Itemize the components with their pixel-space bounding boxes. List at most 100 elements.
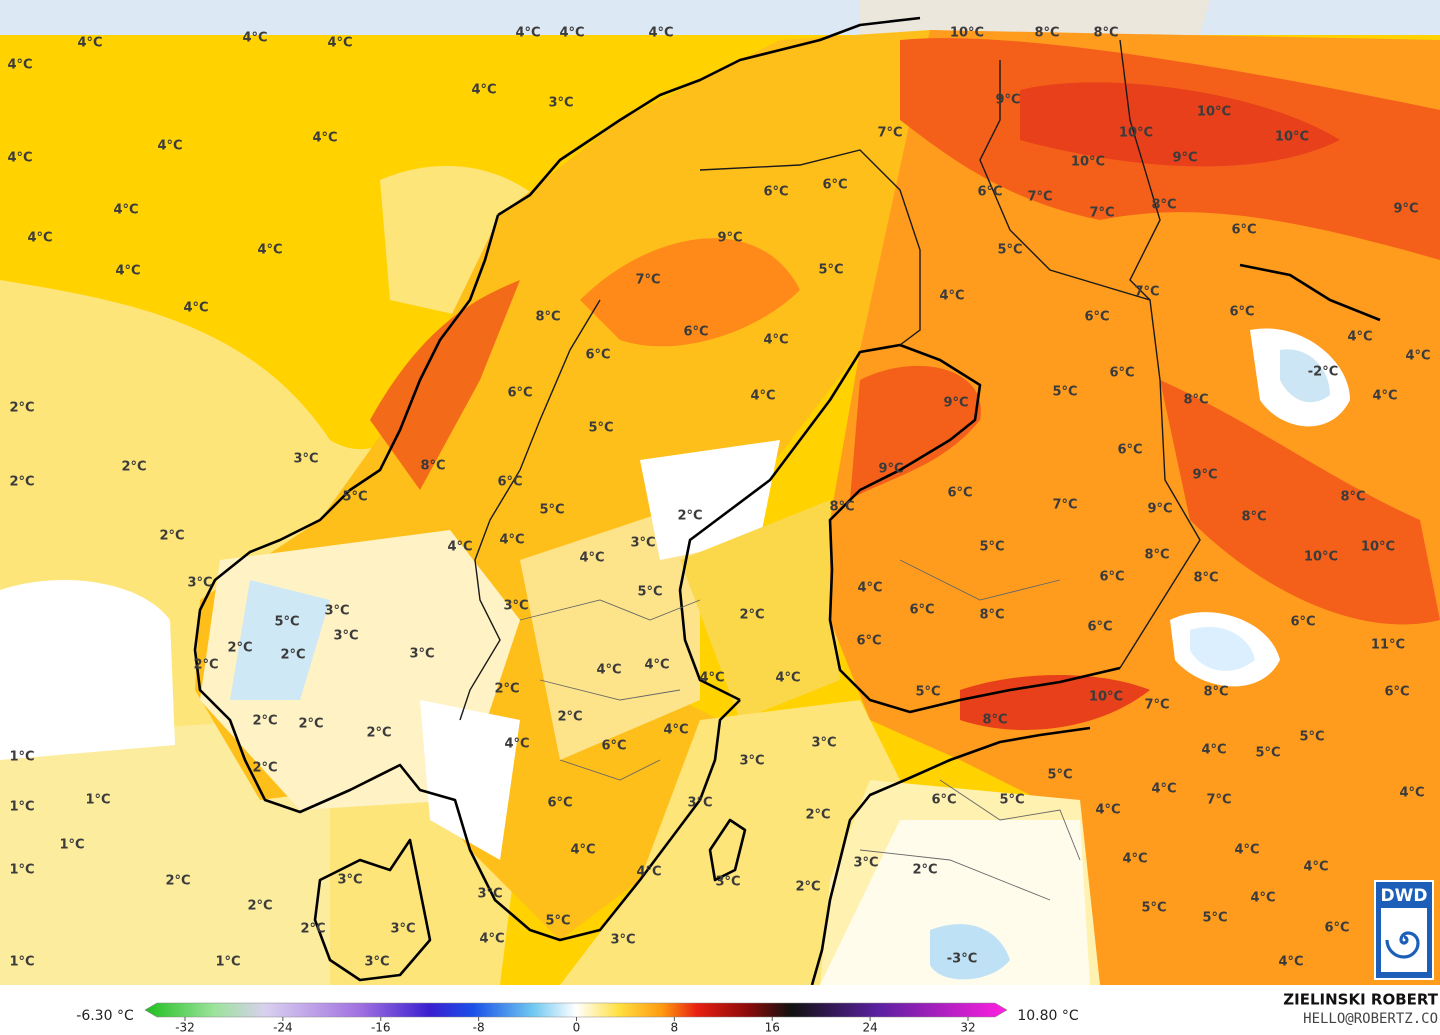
- temperature-label: 9°C: [1172, 151, 1197, 166]
- temperature-label: 5°C: [1202, 911, 1227, 926]
- temperature-label: 6°C: [1087, 620, 1112, 635]
- temperature-label: 3°C: [610, 933, 635, 948]
- colorbar-tick-label: 16: [765, 1021, 780, 1035]
- temperature-label: 5°C: [637, 585, 662, 600]
- temperature-label: 4°C: [115, 264, 140, 279]
- temperature-label: 4°C: [113, 203, 138, 218]
- temperature-label: 4°C: [257, 243, 282, 258]
- temperature-label: 8°C: [1340, 490, 1365, 505]
- temperature-label: 7°C: [1052, 498, 1077, 513]
- colorbar-tick-label: -24: [273, 1021, 293, 1035]
- temperature-label: 3°C: [739, 754, 764, 769]
- temperature-label: 4°C: [447, 540, 472, 555]
- temperature-label: 8°C: [1144, 548, 1169, 563]
- temperature-label: 3°C: [811, 736, 836, 751]
- temperature-labels: 4°C 4°C 4°C 4°C 4°C 4°C 4°C 4°C 3°C 4°C 4°C 4°C 4°C 4…: [7, 26, 1430, 970]
- temperature-label: 6°C: [822, 178, 847, 193]
- temperature-label: 4°C: [644, 658, 669, 673]
- temperature-label: 4°C: [1122, 852, 1147, 867]
- temperature-label: 9°C: [1192, 468, 1217, 483]
- temperature-label: 5°C: [342, 490, 367, 505]
- temperature-label: 9°C: [878, 462, 903, 477]
- temperature-label: 2°C: [227, 641, 252, 656]
- temperature-label: 1°C: [59, 838, 84, 853]
- temperature-label: 4°C: [157, 139, 182, 154]
- temperature-label: 1°C: [9, 800, 34, 815]
- temperature-label: 3°C: [715, 875, 740, 890]
- temperature-label: 10°C: [1119, 126, 1153, 141]
- temperature-label: 10°C: [1304, 550, 1338, 565]
- temperature-label: 6°C: [856, 634, 881, 649]
- map-background: [0, 0, 1440, 985]
- temperature-label: 10°C: [1197, 105, 1231, 120]
- temperature-label: 6°C: [977, 185, 1002, 200]
- temperature-label: 8°C: [1151, 198, 1176, 213]
- temperature-label: 5°C: [818, 263, 843, 278]
- temperature-label: 6°C: [1324, 921, 1349, 936]
- temperature-label: 4°C: [763, 333, 788, 348]
- temperature-label: 4°C: [1095, 803, 1120, 818]
- temperature-label: 6°C: [1290, 615, 1315, 630]
- temperature-label: 2°C: [300, 922, 325, 937]
- temperature-label: 4°C: [242, 31, 267, 46]
- colorbar-tick-label: 0: [573, 1021, 581, 1035]
- temperature-label: 4°C: [471, 83, 496, 98]
- temperature-label: 4°C: [570, 843, 595, 858]
- temperature-label: 4°C: [499, 533, 524, 548]
- temperature-label: 8°C: [982, 713, 1007, 728]
- temperature-label: 4°C: [699, 671, 724, 686]
- temperature-label: 8°C: [1093, 26, 1118, 41]
- temperature-label: 8°C: [535, 310, 560, 325]
- temperature-label: 4°C: [939, 289, 964, 304]
- temperature-label: 10°C: [1071, 155, 1105, 170]
- temperature-label: 4°C: [663, 723, 688, 738]
- temperature-label: 8°C: [1203, 685, 1228, 700]
- temperature-label: 4°C: [1234, 843, 1259, 858]
- temperature-label: 9°C: [1393, 202, 1418, 217]
- temperature-label: 2°C: [677, 509, 702, 524]
- temperature-label: 6°C: [1109, 366, 1134, 381]
- temperature-label: 4°C: [775, 671, 800, 686]
- temperature-label: 5°C: [999, 793, 1024, 808]
- temperature-label: 2°C: [121, 460, 146, 475]
- temperature-label: 3°C: [548, 96, 573, 111]
- temperature-label: 3°C: [187, 576, 212, 591]
- colorbar-tick-label: 32: [960, 1021, 975, 1035]
- temperature-label: 3°C: [293, 452, 318, 467]
- temperature-label: 4°C: [327, 36, 352, 51]
- temperature-label: 10°C: [950, 26, 984, 41]
- temperature-label: 8°C: [829, 500, 854, 515]
- temperature-label: 11°C: [1371, 638, 1405, 653]
- temperature-label: 5°C: [545, 914, 570, 929]
- temperature-label: 8°C: [1241, 510, 1266, 525]
- temperature-label: 5°C: [539, 503, 564, 518]
- temperature-label: 8°C: [979, 608, 1004, 623]
- temperature-label: 6°C: [763, 185, 788, 200]
- temperature-label: 2°C: [159, 529, 184, 544]
- temperature-label: 5°C: [915, 685, 940, 700]
- temperature-label: 7°C: [1206, 793, 1231, 808]
- temperature-label: 7°C: [635, 273, 660, 288]
- temperature-label: 4°C: [579, 551, 604, 566]
- temperature-label: 5°C: [1141, 901, 1166, 916]
- temperature-label: 3°C: [503, 599, 528, 614]
- author: ZIELINSKI ROBERT: [1283, 991, 1438, 1009]
- temperature-label: 6°C: [1384, 685, 1409, 700]
- temperature-label: 4°C: [77, 36, 102, 51]
- temperature-label: 8°C: [1034, 26, 1059, 41]
- temperature-label: 1°C: [215, 955, 240, 970]
- temperature-label: 4°C: [504, 737, 529, 752]
- temperature-label: 1°C: [9, 955, 34, 970]
- temperature-label: 4°C: [1151, 782, 1176, 797]
- temperature-label: 6°C: [947, 486, 972, 501]
- temperature-label: 4°C: [1303, 860, 1328, 875]
- temperature-label: 2°C: [252, 761, 277, 776]
- temperature-label: 6°C: [497, 475, 522, 490]
- temperature-label: 7°C: [1134, 285, 1159, 300]
- temperature-label: 9°C: [995, 93, 1020, 108]
- temperature-label: 2°C: [557, 710, 582, 725]
- temperature-label: 4°C: [648, 26, 673, 41]
- temperature-label: 5°C: [588, 421, 613, 436]
- temperature-label: 1°C: [85, 793, 110, 808]
